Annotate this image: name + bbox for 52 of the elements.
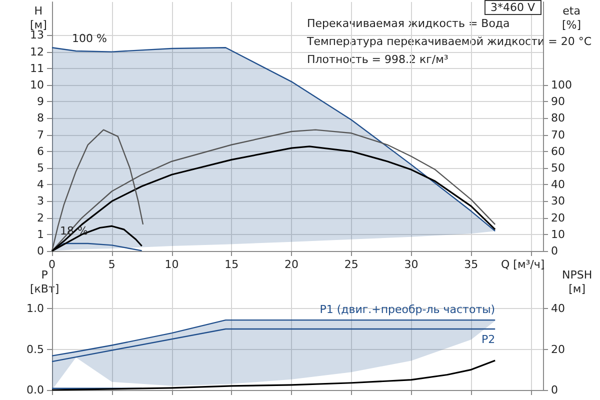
y-tick-label: 0.0	[26, 384, 44, 396]
y2-tick-label: 90	[551, 95, 565, 108]
y2-tick-label: 100	[551, 78, 572, 92]
y-tick-label: 8	[37, 112, 44, 125]
y2-tick-label: 0	[551, 384, 558, 396]
annotation: Температура перекачиваемой жидкости = 20 °C	[306, 35, 592, 48]
y2-tick-label: 70	[551, 128, 565, 142]
y-tick-label: 7	[37, 128, 44, 142]
x-axis-title: Q [м³/ч]	[501, 258, 545, 271]
series-label: P2	[481, 333, 496, 346]
y2-tick-label: 0	[551, 244, 558, 258]
y2-tick-label: 80	[551, 112, 565, 125]
x-tick-label: 20	[284, 258, 299, 271]
y2-tick-label: 60	[551, 144, 565, 158]
y-tick-label: 6	[37, 144, 44, 158]
x-tick-label: 0	[48, 258, 56, 271]
series-label: P1 (двиг.+преобр-ль частоты)	[320, 303, 496, 316]
y-tick-label: 5	[37, 162, 44, 174]
y-tick-label: 12	[30, 45, 44, 58]
y2-tick-label: 20	[551, 342, 565, 356]
y-axis-title: P [кВт]	[30, 268, 60, 296]
y2-tick-label: 40	[551, 178, 565, 192]
x-tick-label: 35	[464, 258, 478, 271]
y2-axis-title: eta [%]	[562, 4, 582, 32]
y-tick-label: 3	[37, 194, 44, 208]
y-axis-title: H [м]	[30, 4, 47, 32]
y2-tick-label: 20	[551, 211, 565, 224]
x-tick-label: 25	[344, 258, 358, 271]
y-tick-label: 13	[30, 28, 44, 42]
line-series	[51, 360, 496, 391]
y-tick-label: 1.0	[26, 302, 44, 316]
series-label: 100 %	[72, 32, 107, 45]
annotation: Плотность = 998.2 кг/м³	[307, 53, 448, 66]
x-tick-label: 10	[164, 258, 179, 271]
x-tick-label: 15	[224, 258, 239, 271]
y2-tick-label: 30	[551, 194, 565, 208]
chart-title: 3*460 V	[490, 1, 536, 14]
y-tick-label: 4	[37, 178, 44, 192]
y2-tick-label: 50	[551, 162, 565, 174]
y2-tick-label: 40	[551, 302, 565, 316]
y2-tick-label: 10	[551, 228, 565, 241]
line-series	[51, 319, 496, 356]
y-tick-label: 11	[30, 62, 44, 75]
y-tick-label: 10	[30, 78, 44, 92]
y-tick-label: 0	[37, 244, 44, 258]
y-tick-label: 2	[37, 211, 44, 224]
x-tick-label: 30	[404, 258, 418, 271]
y-tick-label: 1	[37, 228, 44, 241]
y2-axis-title: NPSH [м]	[562, 268, 592, 296]
y-tick-label: 9	[37, 95, 44, 108]
y-tick-label: 0.5	[26, 342, 44, 356]
x-tick-label: 5	[108, 258, 116, 271]
